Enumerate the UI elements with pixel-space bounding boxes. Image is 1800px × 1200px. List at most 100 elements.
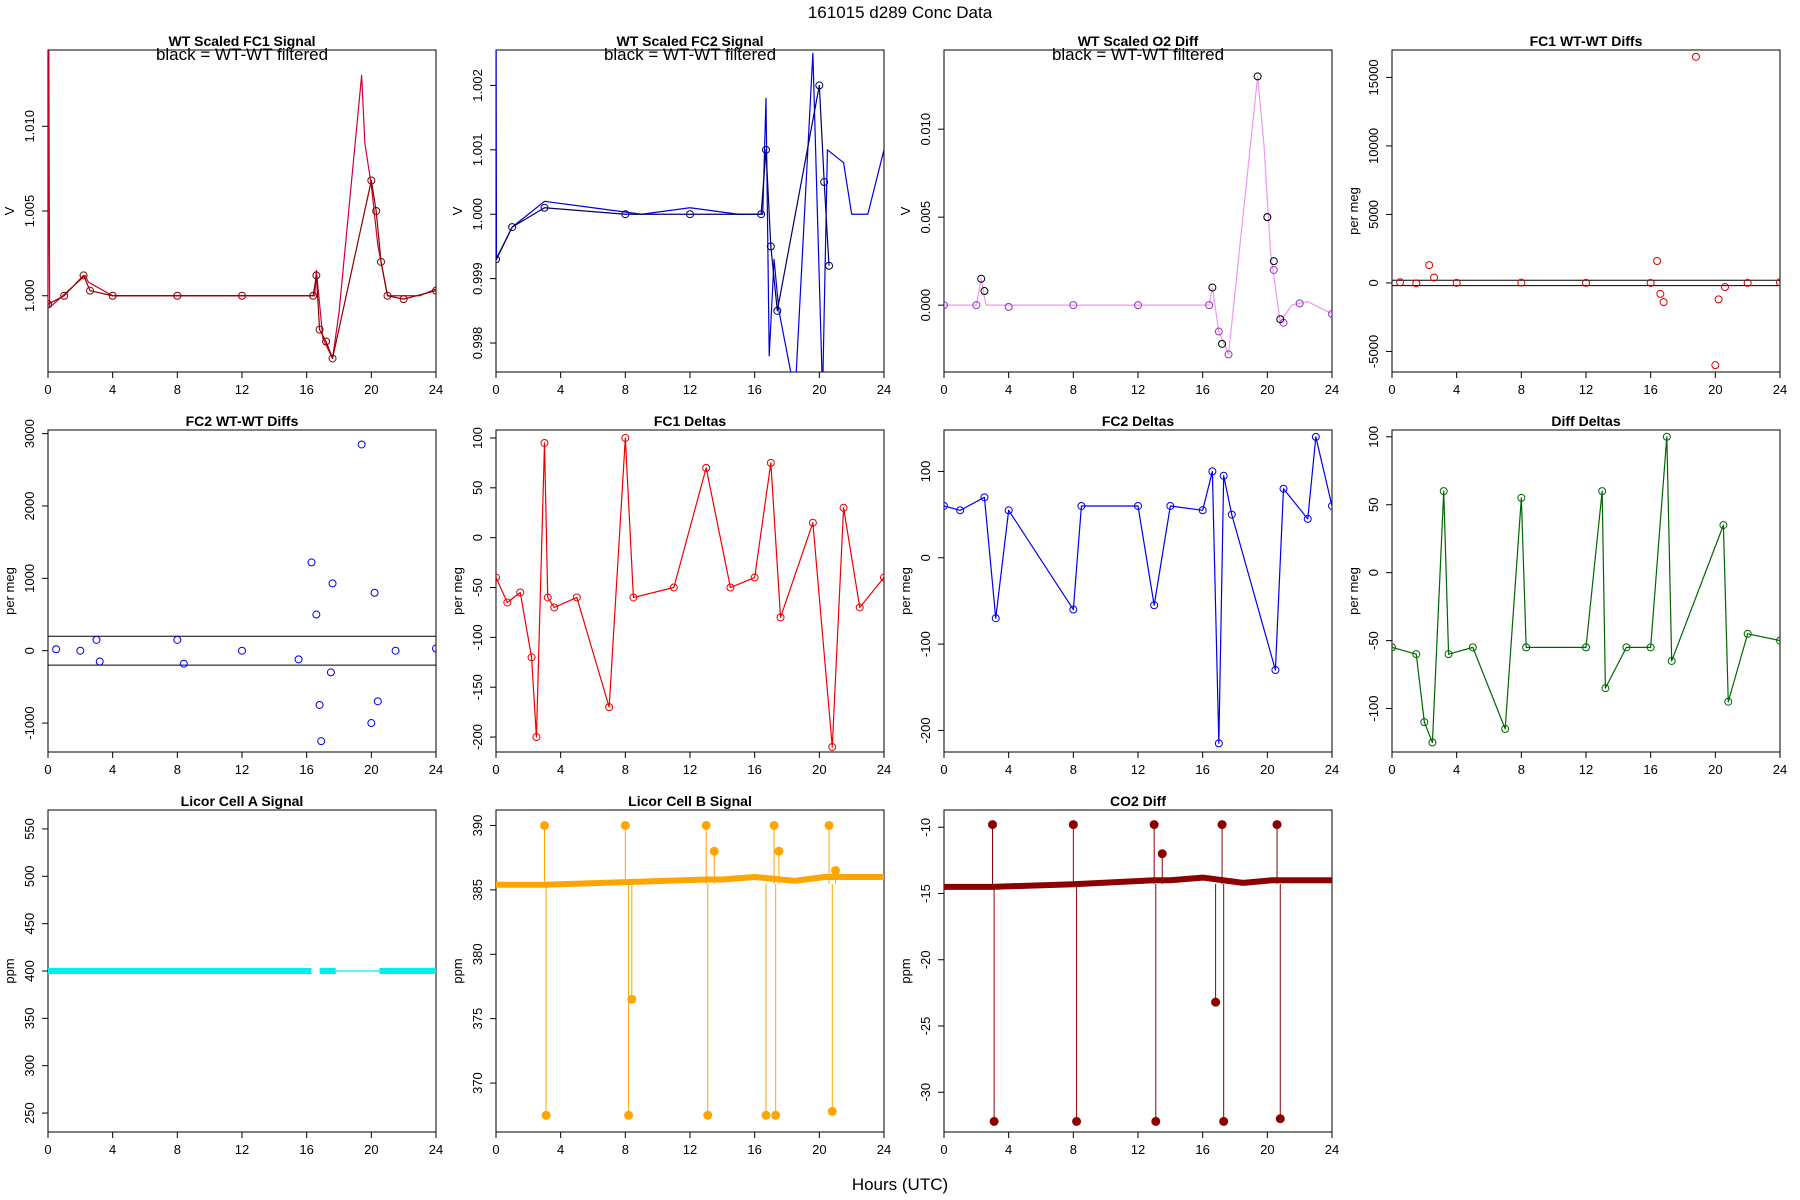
data-point (1517, 278, 1526, 287)
plot-area (1392, 432, 1780, 747)
y-tick-label: 100 (470, 427, 485, 449)
y-tick-label: 400 (22, 960, 37, 982)
data-point (1072, 1116, 1082, 1126)
panel-title: FC2 WT-WT Diffs (186, 413, 299, 429)
data-point (372, 207, 381, 215)
data-point (1501, 724, 1510, 733)
y-tick-label: 0.010 (918, 113, 933, 146)
data-point (1271, 665, 1280, 674)
y-tick-label: -200 (470, 724, 485, 750)
x-tick-label: 16 (299, 762, 313, 777)
data-point (1646, 278, 1655, 287)
data-point (621, 210, 630, 219)
data-point (383, 291, 392, 300)
x-tick-label: 16 (299, 382, 313, 397)
x-tick-label: 16 (299, 1142, 313, 1157)
data-point (808, 518, 817, 527)
panel-11: CO2 Diff ppm 0 4 8 12 16 20 24 -30 -25 -20 -15 -10 (898, 793, 1339, 1157)
y-tick-label: 0.000 (918, 289, 933, 322)
x-tick-label: 4 (109, 1142, 116, 1157)
panel-4: FC1 WT-WT Diffs per meg 0 4 8 12 16 20 24 -5000 0 5… (1346, 33, 1787, 397)
series-line-signal (496, 50, 884, 372)
y-tick-label: 1.002 (470, 69, 485, 102)
data-point (1068, 820, 1078, 830)
x-tick-label: 20 (364, 762, 378, 777)
y-axis-label: ppm (898, 958, 913, 983)
data-point (828, 743, 837, 752)
data-point (238, 291, 246, 300)
x-tick-label: 0 (940, 762, 947, 777)
data-point (988, 820, 997, 830)
data-point (1659, 298, 1668, 307)
x-tick-label: 8 (174, 1142, 181, 1157)
y-tick-label: 390 (470, 815, 485, 837)
data-point (1396, 278, 1405, 287)
data-point (503, 598, 512, 607)
x-tick-label: 8 (1518, 382, 1525, 397)
data-point (956, 506, 965, 515)
y-tick-label: 5000 (1366, 200, 1381, 229)
y-tick-label: 100 (1366, 426, 1381, 448)
data-point (1444, 650, 1453, 659)
y-tick-label: -30 (918, 1083, 933, 1102)
data-point (1412, 650, 1421, 659)
panel-6: FC1 Deltas per meg 0 4 8 12 16 20 24 -200 -150 -100… (450, 413, 891, 777)
panel-10: Licor Cell B Signal ppm 0 4 8 12 16 20 24 370 375 3… (450, 793, 891, 1157)
data-point (980, 287, 989, 296)
data-point (1646, 643, 1655, 652)
data-point (317, 737, 326, 746)
y-tick-label: -10 (918, 818, 933, 837)
plot-area (496, 433, 884, 752)
data-point (825, 261, 834, 270)
x-tick-label: 24 (429, 762, 443, 777)
y-tick-label: -1000 (22, 706, 37, 739)
x-tick-label: 24 (429, 382, 443, 397)
data-point (1269, 257, 1278, 266)
plot-area (48, 50, 436, 363)
series-line-fc2 (944, 436, 1332, 744)
data-point (1069, 301, 1078, 310)
data-point (1218, 339, 1227, 348)
data-point (815, 81, 824, 90)
figure-title: 161015 d289 Conc Data (808, 3, 993, 22)
x-tick-label: 20 (1708, 762, 1722, 777)
data-point (367, 176, 376, 185)
y-tick-label: -15 (918, 884, 933, 903)
data-point (1151, 1116, 1161, 1126)
panel-title: WT Scaled FC1 Signal (168, 33, 315, 49)
x-tick-label: 4 (1005, 762, 1012, 777)
x-tick-label: 12 (235, 382, 249, 397)
x-tick-label: 4 (557, 1142, 564, 1157)
data-point (1269, 265, 1278, 274)
x-tick-label: 24 (1773, 762, 1787, 777)
y-tick-label: 15000 (1366, 59, 1381, 95)
data-point (1219, 471, 1228, 480)
x-tick-label: 0 (1388, 382, 1395, 397)
x-tick-label: 20 (812, 382, 826, 397)
data-point (1208, 467, 1217, 476)
data-point (108, 291, 117, 300)
y-tick-label: 0.005 (918, 201, 933, 234)
data-point (1743, 278, 1752, 287)
x-tick-label: 24 (877, 762, 891, 777)
series-line-fc1 (496, 437, 884, 748)
plot-area (496, 820, 884, 1120)
y-tick-label: 10000 (1366, 128, 1381, 164)
data-point (750, 573, 759, 582)
y-tick-label: -50 (470, 578, 485, 597)
data-point (1428, 738, 1437, 747)
x-tick-label: 16 (1195, 1142, 1209, 1157)
y-tick-label: -25 (918, 1017, 933, 1036)
panel-title: Licor Cell A Signal (181, 793, 304, 809)
data-point (1328, 309, 1332, 318)
x-tick-label: 8 (1070, 382, 1077, 397)
data-point (701, 820, 711, 830)
x-tick-label: 12 (683, 382, 697, 397)
y-axis-label: per meg (898, 567, 913, 615)
x-tick-label: 12 (1579, 382, 1593, 397)
data-point (373, 697, 382, 706)
y-tick-label: 0.999 (470, 262, 485, 295)
data-point (1743, 629, 1752, 638)
data-point (1166, 501, 1175, 510)
